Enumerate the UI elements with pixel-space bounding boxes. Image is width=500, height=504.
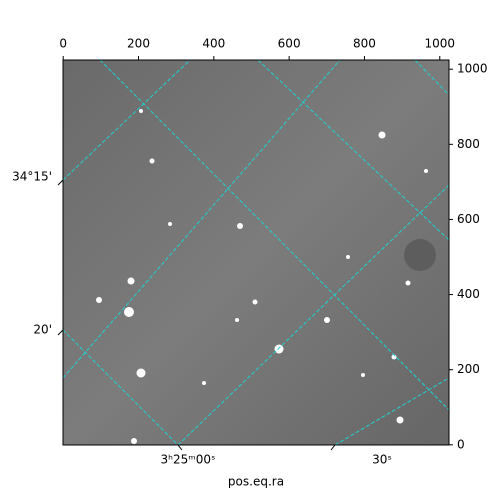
ra-tick-label: 3ʰ25ᵐ00ˢ [161,453,216,467]
y-tick-label: 200 [457,362,480,376]
dec-tick-label: 34°15' [12,170,52,184]
ra-tick-label: 30ˢ [372,453,392,467]
dec-tick [57,179,64,186]
ra-tick [330,444,336,451]
x-tick-label: 600 [278,37,301,51]
x-tick-label: 200 [127,37,150,51]
y-tick-label: 400 [457,287,480,301]
x-axis-label: pos.eq.ra [228,475,284,489]
x-tick-label: 800 [353,37,376,51]
sky-image [63,60,449,445]
y-tick-label: 1000 [457,62,488,76]
y-tick-label: 0 [457,437,465,451]
y-tick-label: 800 [457,137,480,151]
dec-tick-label: 20' [33,323,52,337]
dec-tick [57,329,64,336]
plot-frame [62,59,450,446]
x-tick-label: 1000 [425,37,456,51]
x-tick-label: 400 [202,37,225,51]
ra-tick [177,444,183,451]
y-tick-label: 600 [457,212,480,226]
x-tick-label: 0 [59,37,67,51]
